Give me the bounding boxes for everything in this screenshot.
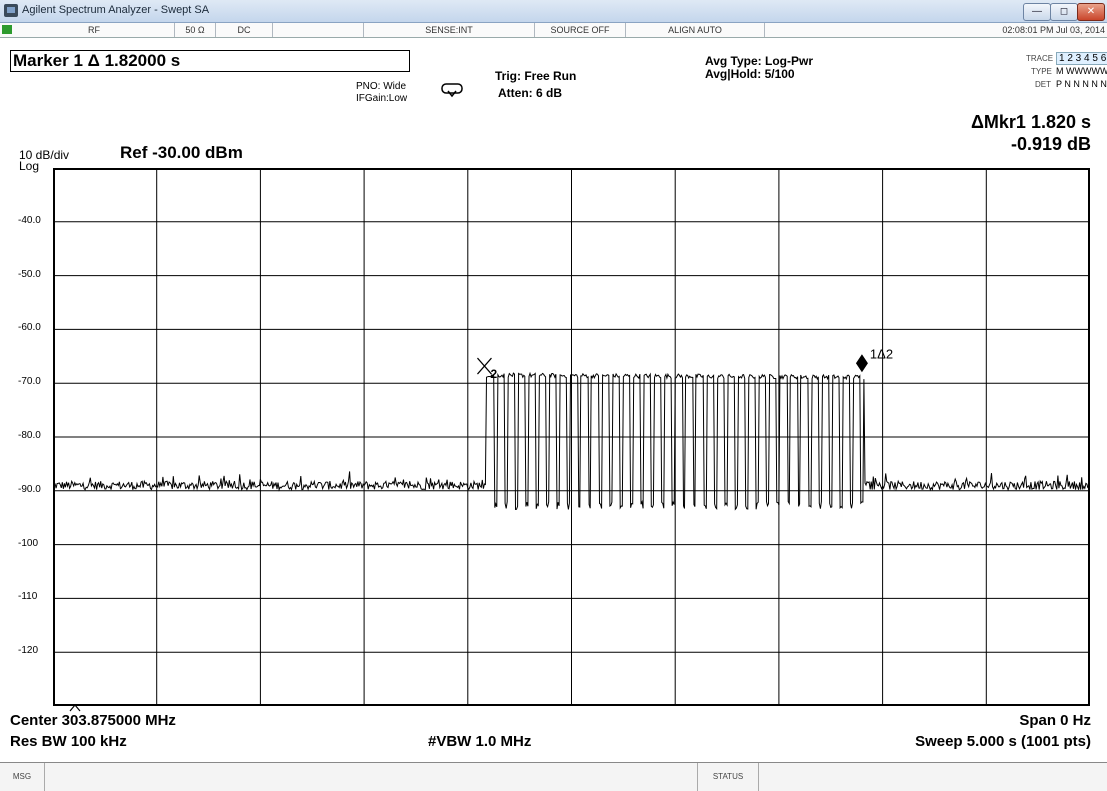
sense-status: SENSE:INT [364, 23, 535, 37]
avg-type: Avg Type: Log-Pwr [705, 54, 813, 68]
avg-hold: Avg|Hold: 5/100 [705, 67, 795, 81]
marker-1-diamond-icon[interactable] [855, 354, 868, 373]
type-values: M WWWWW [1056, 66, 1107, 76]
source-status: SOURCE OFF [535, 23, 626, 37]
delta-marker-value: -0.919 dB [1010, 134, 1091, 154]
marker-1-label: 1Δ2 [870, 346, 893, 361]
res-bw[interactable]: Res BW 100 kHz [10, 733, 127, 750]
minimize-button[interactable]: — [1023, 3, 1051, 21]
det-values: P N N N N N [1056, 79, 1107, 89]
impedance: 50 Ω [175, 23, 216, 37]
trigger-setting: Trig: Free Run [495, 69, 577, 83]
y-tick-label: -120 [18, 645, 39, 657]
trigger-icon [441, 83, 463, 98]
spectrum-plot[interactable]: 2 1Δ2 [53, 168, 1090, 706]
align-status: ALIGN AUTO [626, 23, 765, 37]
trace-numbers[interactable]: 1 2 3 4 5 6 [1056, 52, 1107, 65]
y-tick-label: -70.0 [18, 376, 41, 388]
center-marker-icon [69, 704, 81, 712]
y-tick-label: -50.0 [18, 268, 41, 280]
span[interactable]: Span 0 Hz [1019, 712, 1091, 729]
reference-level: Ref -30.00 dBm [120, 143, 243, 162]
msg-label: MSG [0, 763, 45, 791]
close-button[interactable]: ✕ [1077, 3, 1105, 21]
y-tick-label: -110 [18, 591, 38, 603]
plot-grid [53, 168, 1090, 706]
marker-label: Marker 1 Δ 1.82000 s [13, 51, 181, 70]
delta-marker-readout: ΔMkr1 1.820 s [970, 112, 1091, 132]
scale-type: Log [19, 159, 40, 173]
atten-setting: Atten: 6 dB [498, 86, 562, 100]
message-bar: MSG STATUS [0, 762, 1107, 791]
sweep-time[interactable]: Sweep 5.000 s (1001 pts) [915, 733, 1091, 750]
y-tick-label: -90.0 [18, 483, 41, 495]
scale-per-div: 10 dB/div [19, 148, 70, 162]
app-icon [4, 4, 18, 17]
marker-2-label: 2 [490, 367, 497, 381]
center-frequency[interactable]: Center 303.875000 MHz [10, 712, 176, 729]
status-label: STATUS [697, 763, 759, 791]
y-tick-label: -80.0 [18, 430, 41, 441]
coupling: DC [216, 23, 273, 37]
trace-label: TRACE [1026, 54, 1054, 63]
lxi-icon [2, 25, 12, 34]
active-marker-box[interactable]: Marker 1 Δ 1.82000 s [10, 50, 410, 72]
type-label: TYPE [1031, 67, 1052, 76]
y-tick-label: -100 [18, 537, 39, 549]
rf-input: RF [14, 23, 175, 37]
y-tick-label: -60.0 [18, 322, 41, 334]
trace-1 [53, 371, 1090, 511]
ifgain-setting: IFGain:Low [356, 93, 408, 104]
blank-cell [273, 23, 364, 37]
trace-line [53, 371, 1090, 511]
window-title: Agilent Spectrum Analyzer - Swept SA [22, 4, 210, 16]
instrument-status-bar: RF 50 Ω DC SENSE:INT SOURCE OFF ALIGN AU… [0, 23, 1107, 38]
maximize-button[interactable]: ◻ [1050, 3, 1078, 21]
window-titlebar: Agilent Spectrum Analyzer - Swept SA — ◻… [0, 0, 1107, 23]
datetime: 02:08:01 PM Jul 03, 2014 [1002, 25, 1105, 35]
markers[interactable]: 2 1Δ2 [477, 346, 893, 381]
pno-setting: PNO: Wide [356, 81, 407, 92]
det-label: DET [1035, 80, 1051, 89]
y-tick-label: -40.0 [18, 214, 41, 226]
vbw[interactable]: #VBW 1.0 MHz [428, 733, 532, 750]
marker-2-reference-icon[interactable] [477, 357, 492, 375]
